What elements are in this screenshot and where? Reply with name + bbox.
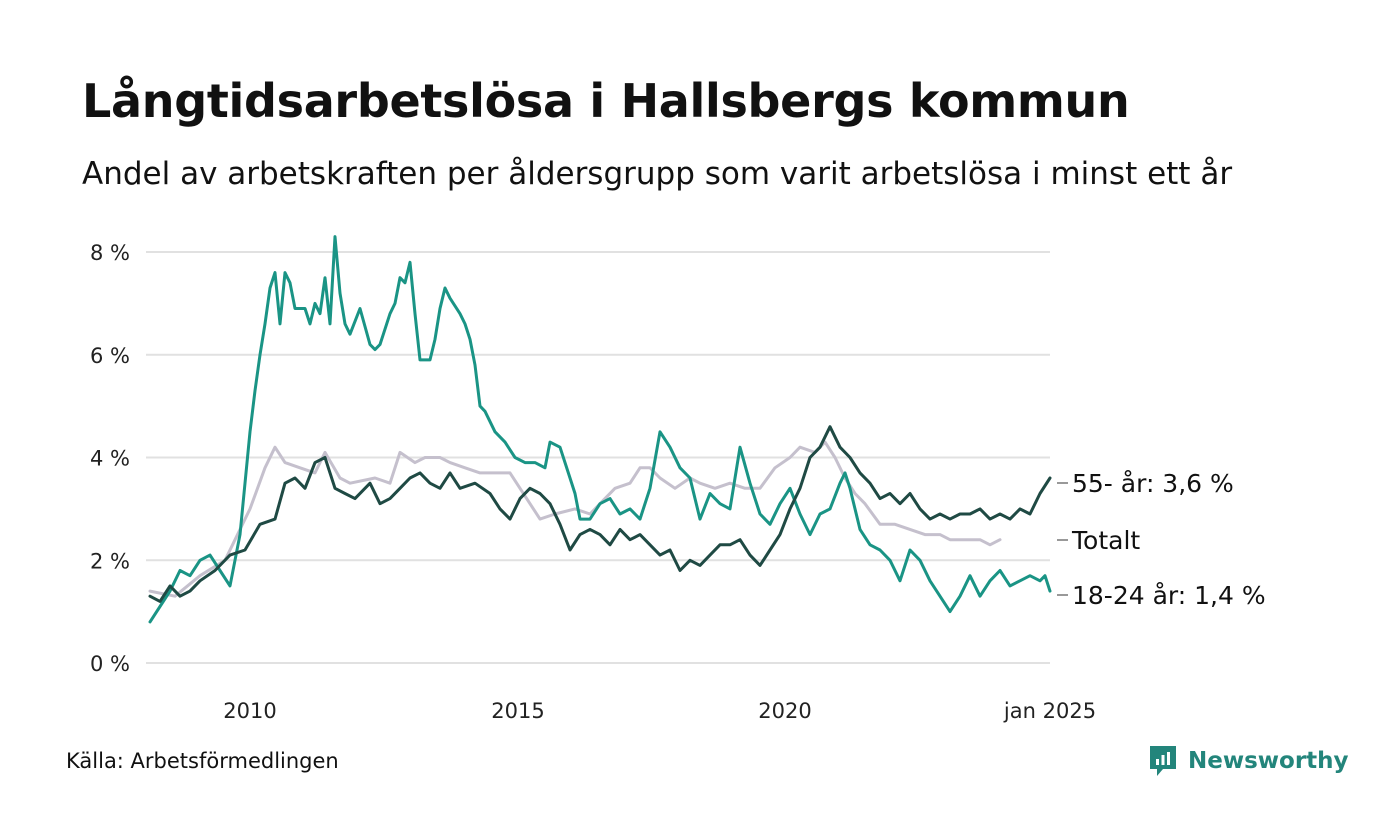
series-end-label: 18-24 år: 1,4 %	[1072, 581, 1266, 610]
series-end-label: 55- år: 3,6 %	[1072, 469, 1234, 498]
y-tick-label: 6 %	[90, 344, 130, 368]
chart-subtitle: Andel av arbetskraften per åldersgrupp s…	[82, 156, 1233, 192]
series-line-totalt	[148, 440, 1002, 598]
x-tick-label: jan 2025	[1003, 699, 1096, 723]
series-end-label: Totalt	[1071, 526, 1140, 555]
brand-logo: Newsworthy	[1148, 744, 1349, 778]
y-tick-label: 8 %	[90, 241, 130, 265]
x-tick-label: 2015	[491, 699, 544, 723]
series-line-18-24-r	[148, 235, 1052, 624]
y-tick-label: 4 %	[90, 447, 130, 471]
y-tick-label: 0 %	[90, 652, 130, 676]
x-tick-label: 2020	[758, 699, 811, 723]
series-line-55-r	[148, 425, 1052, 603]
brand-name: Newsworthy	[1188, 748, 1349, 774]
chart-title: Långtidsarbetslösa i Hallsbergs kommun	[82, 74, 1130, 128]
newsworthy-logo-icon	[1150, 746, 1176, 776]
y-tick-label: 2 %	[90, 549, 130, 573]
x-tick-label: 2010	[223, 699, 276, 723]
source-note: Källa: Arbetsförmedlingen	[66, 749, 339, 773]
